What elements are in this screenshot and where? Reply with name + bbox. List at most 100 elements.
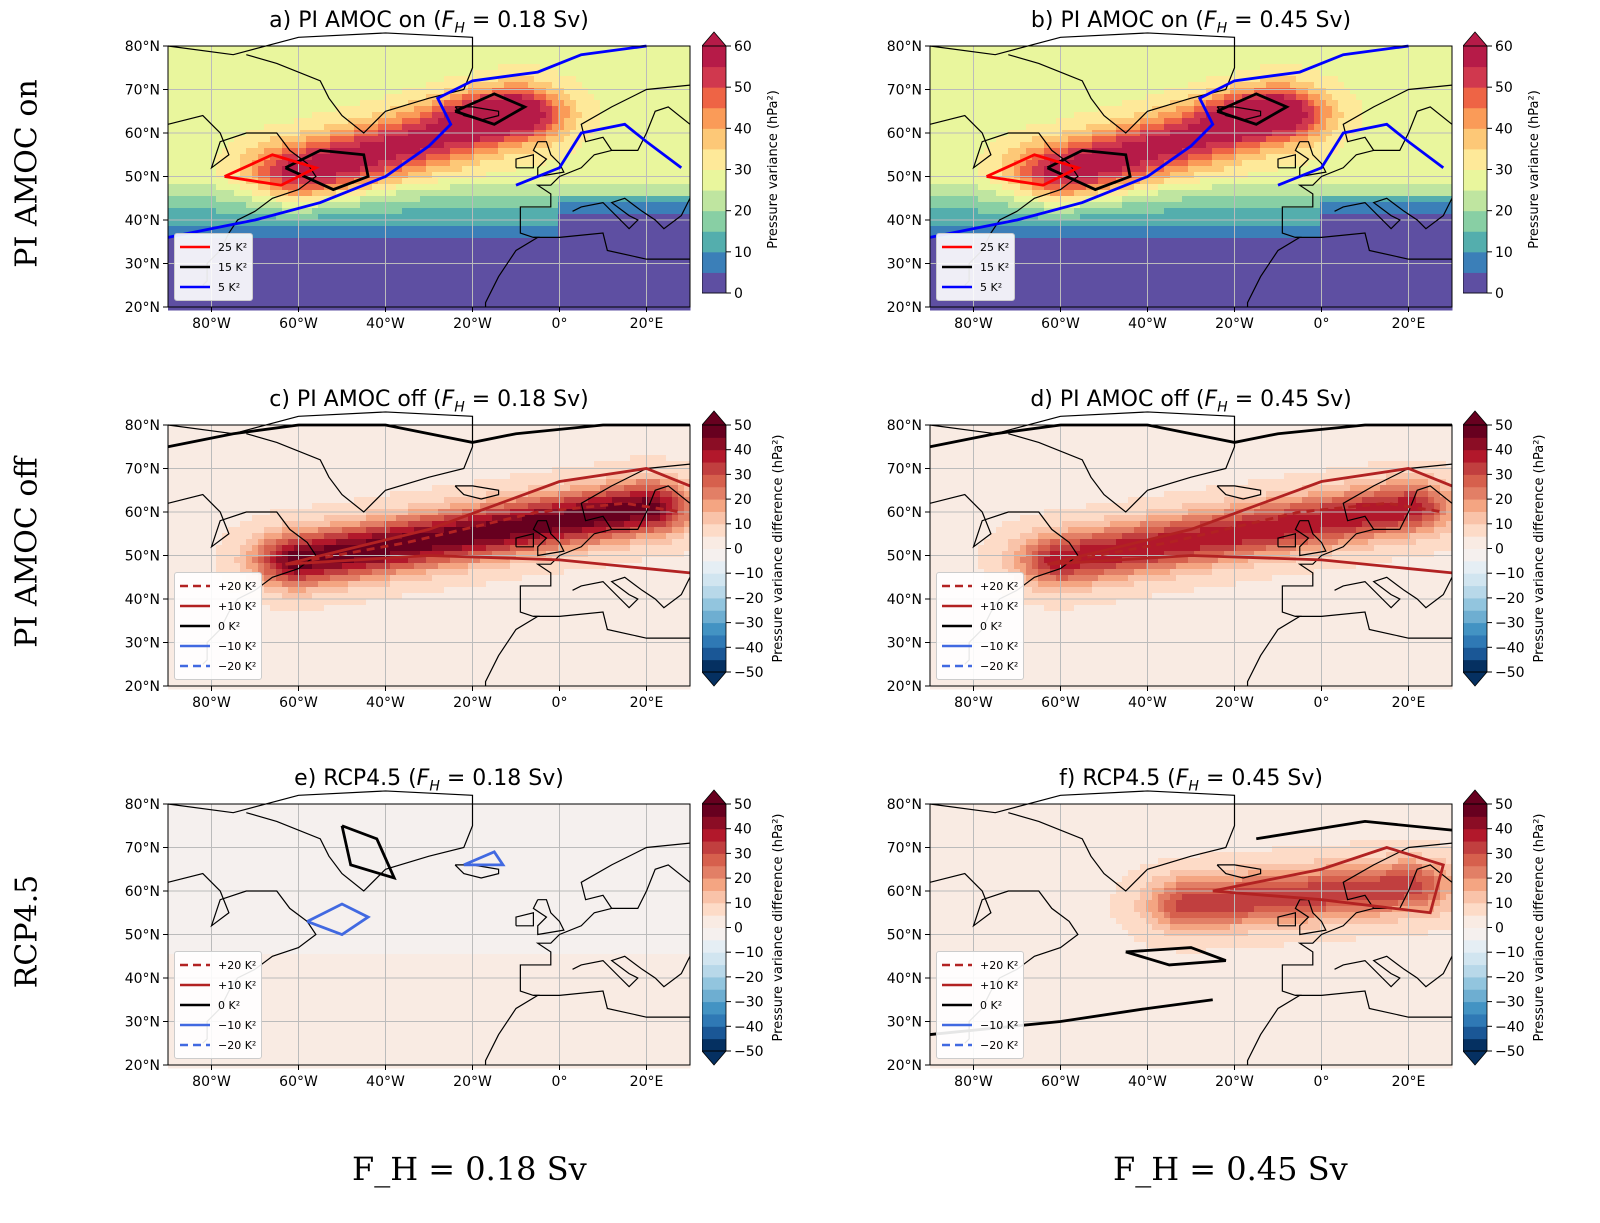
field-cell bbox=[462, 166, 469, 173]
field-cell bbox=[180, 154, 187, 161]
field-cell bbox=[1218, 58, 1225, 65]
field-cell bbox=[1332, 106, 1339, 113]
field-cell bbox=[498, 70, 505, 77]
field-cell bbox=[456, 208, 463, 215]
field-cell bbox=[588, 190, 595, 197]
field-cell bbox=[534, 274, 541, 281]
field-cell bbox=[258, 262, 265, 269]
field-cell bbox=[240, 94, 247, 101]
field-cell bbox=[1368, 88, 1375, 95]
field-cell bbox=[672, 166, 679, 173]
field-cell bbox=[372, 202, 379, 209]
field-cell bbox=[180, 142, 187, 149]
field-cell bbox=[492, 142, 499, 149]
field-cell bbox=[1020, 58, 1027, 65]
field-cell bbox=[576, 208, 583, 215]
field-cell bbox=[1296, 112, 1303, 119]
field-cell bbox=[372, 220, 379, 227]
field-cell bbox=[618, 244, 625, 251]
field-cell bbox=[450, 106, 457, 113]
field-cell bbox=[942, 94, 949, 101]
field-cell bbox=[348, 280, 355, 287]
field-cell bbox=[1074, 106, 1081, 113]
field-cell bbox=[1260, 76, 1267, 83]
field-cell bbox=[990, 76, 997, 83]
field-cell bbox=[558, 166, 565, 173]
field-cell bbox=[570, 250, 577, 257]
field-cell bbox=[552, 250, 559, 257]
field-cell bbox=[456, 100, 463, 107]
field-cell bbox=[456, 178, 463, 185]
field-cell bbox=[402, 262, 409, 269]
field-cell bbox=[948, 94, 955, 101]
field-cell bbox=[456, 64, 463, 71]
field-cell bbox=[210, 196, 217, 203]
field-cell bbox=[678, 262, 685, 269]
field-cell bbox=[1218, 118, 1225, 125]
field-cell bbox=[606, 298, 613, 305]
field-cell bbox=[582, 70, 589, 77]
field-cell bbox=[528, 196, 535, 203]
field-cell bbox=[390, 46, 397, 53]
field-cell bbox=[228, 82, 235, 89]
field-cell bbox=[456, 232, 463, 239]
field-cell bbox=[258, 226, 265, 233]
field-cell bbox=[1128, 70, 1135, 77]
field-cell bbox=[462, 232, 469, 239]
field-cell bbox=[402, 112, 409, 119]
field-cell bbox=[1434, 58, 1441, 65]
field-cell bbox=[528, 124, 535, 131]
legend-label: 15 K² bbox=[218, 261, 247, 274]
field-cell bbox=[618, 286, 625, 293]
field-cell bbox=[348, 268, 355, 275]
field-cell bbox=[438, 226, 445, 233]
field-cell bbox=[1158, 58, 1165, 65]
field-cell bbox=[1080, 58, 1087, 65]
field-cell bbox=[1134, 52, 1141, 59]
field-cell bbox=[252, 286, 259, 293]
field-cell bbox=[468, 136, 475, 143]
field-cell bbox=[1002, 52, 1009, 59]
field-cell bbox=[528, 154, 535, 161]
field-cell bbox=[276, 220, 283, 227]
field-cell bbox=[240, 160, 247, 167]
field-cell bbox=[618, 82, 625, 89]
field-cell bbox=[534, 148, 541, 155]
field-cell bbox=[1284, 46, 1291, 53]
field-cell bbox=[540, 64, 547, 71]
field-cell bbox=[300, 208, 307, 215]
field-cell bbox=[552, 184, 559, 191]
field-cell bbox=[504, 118, 511, 125]
field-cell bbox=[1098, 106, 1105, 113]
field-cell bbox=[618, 106, 625, 113]
field-cell bbox=[1248, 70, 1255, 77]
field-cell bbox=[432, 112, 439, 119]
field-cell bbox=[624, 64, 631, 71]
field-cell bbox=[312, 70, 319, 77]
lon-tick-label: 20°E bbox=[630, 316, 664, 332]
field-cell bbox=[1188, 46, 1195, 53]
field-cell bbox=[522, 52, 529, 59]
field-cell bbox=[990, 52, 997, 59]
field-cell bbox=[582, 148, 589, 155]
field-cell bbox=[288, 58, 295, 65]
field-cell bbox=[1230, 52, 1237, 59]
field-cell bbox=[366, 286, 373, 293]
field-cell bbox=[378, 184, 385, 191]
field-cell bbox=[576, 250, 583, 257]
field-cell bbox=[624, 256, 631, 263]
field-cell bbox=[192, 52, 199, 59]
field-cell bbox=[384, 280, 391, 287]
field-cell bbox=[192, 58, 199, 65]
field-cell bbox=[480, 178, 487, 185]
field-cell bbox=[984, 82, 991, 89]
field-cell bbox=[354, 160, 361, 167]
field-cell bbox=[588, 250, 595, 257]
field-cell bbox=[510, 58, 517, 65]
field-cell bbox=[552, 172, 559, 179]
field-cell bbox=[1254, 106, 1261, 113]
field-cell bbox=[1146, 94, 1153, 101]
field-cell bbox=[234, 118, 241, 125]
field-cell bbox=[582, 94, 589, 101]
field-cell bbox=[252, 58, 259, 65]
